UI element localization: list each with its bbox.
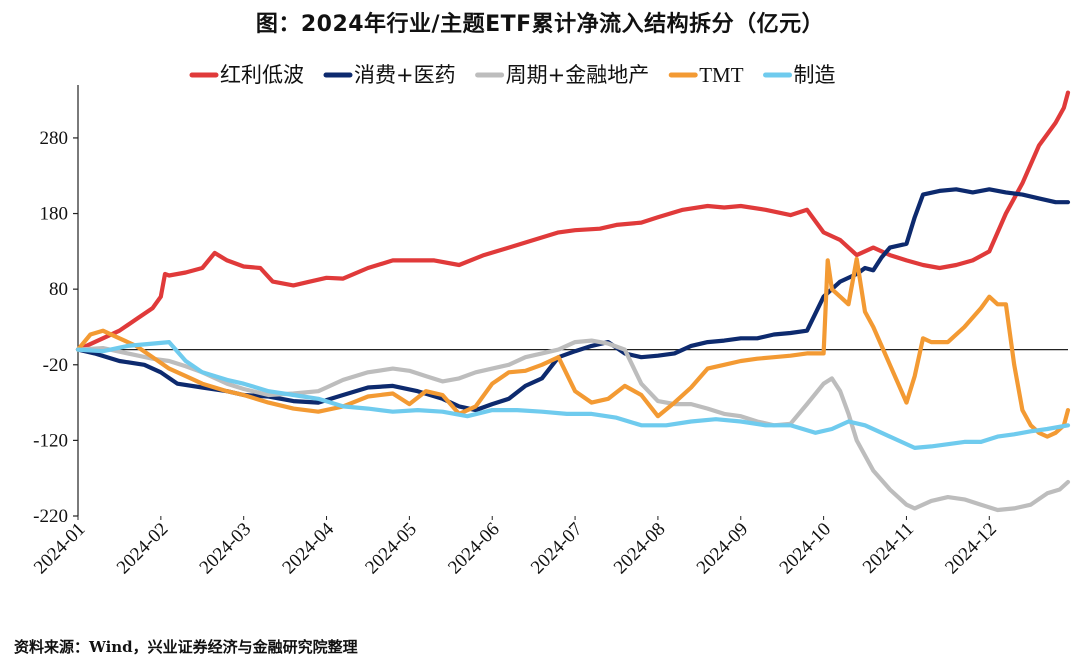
x-tick-label: 2024-10 (776, 519, 836, 579)
series-layer (75, 90, 1071, 513)
x-tick-label: 2024-08 (610, 519, 670, 579)
y-tick-label: 280 (40, 128, 69, 149)
chart-title: 图：2024年行业/主题ETF累计净流入结构拆分（亿元） (255, 12, 825, 37)
x-tick-label: 2024-06 (444, 519, 504, 579)
legend-label-2: 周期+金融地产 (506, 63, 650, 87)
x-tick-label: 2024-07 (527, 519, 587, 579)
y-tick-label: 80 (49, 279, 68, 300)
series-line-3 (75, 256, 1071, 439)
x-tick-label: 2024-05 (361, 519, 421, 579)
x-tick-label: 2024-11 (859, 519, 918, 578)
series-line-1 (75, 187, 1071, 413)
x-tick-label: 2024-03 (196, 519, 256, 579)
chart-legend: 红利低波 消费+医药 周期+金融地产 TMT 制造 (189, 63, 836, 87)
legend-label-4: 制造 (794, 63, 836, 87)
x-tick-label: 2024-04 (278, 518, 338, 578)
legend-label-1: 消费+医药 (354, 63, 456, 87)
x-tick-label: 2024-09 (693, 519, 753, 579)
series-line-4 (75, 340, 1071, 450)
x-tick-label: 2024-02 (113, 519, 173, 579)
source-note: 资料来源：Wind，兴业证券经济与金融研究院整理 (14, 638, 358, 656)
y-tick-label: 180 (40, 204, 69, 225)
legend-label-3: TMT (699, 63, 744, 87)
x-tick-label: 2024-12 (941, 519, 1001, 579)
y-tick-label: -220 (33, 506, 68, 527)
y-tick-label: -120 (33, 430, 68, 451)
series-line-2 (75, 338, 1071, 513)
legend-label-0: 红利低波 (220, 63, 304, 87)
x-tick-label: 2024-01 (30, 519, 90, 579)
series-line-0 (75, 90, 1071, 352)
y-tick-label: -20 (43, 355, 68, 376)
